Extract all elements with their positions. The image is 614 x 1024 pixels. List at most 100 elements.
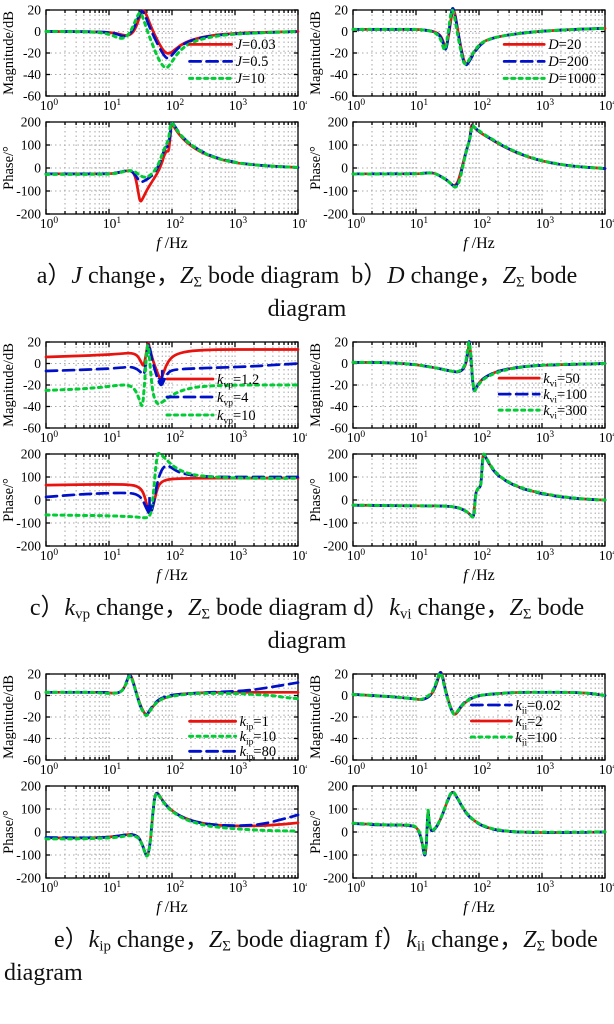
x-axis-label: f /Hz <box>463 899 495 916</box>
x-tick-label: 103 <box>536 880 555 895</box>
x-tick-label: 104 <box>599 762 614 777</box>
y-tick-label: 100 <box>21 138 42 153</box>
caption-text: ip <box>99 938 111 955</box>
x-tick-label: 100 <box>40 98 59 113</box>
tick-labels: 100 101 102 103 104 20 0 -20 -40 -60 <box>23 668 307 777</box>
x-tick-label: 102 <box>473 548 492 563</box>
caption-text: d） <box>353 595 390 621</box>
tick-labels: 100 101 102 103 104 200 100 0 -100 -200 <box>16 780 307 895</box>
y-tick-label: -40 <box>23 731 41 746</box>
x-tick-label: 101 <box>103 548 122 563</box>
y-tick-label: 100 <box>21 802 42 817</box>
caption-text: e） <box>54 927 89 953</box>
x-tick-label: 102 <box>473 430 492 445</box>
caption-text: c） <box>29 595 65 621</box>
legend-label: kii=0.02 <box>515 698 560 717</box>
series-J=10 <box>44 11 300 70</box>
x-tick-label: 100 <box>40 762 59 777</box>
y-tick-label: -60 <box>330 89 348 104</box>
series-lines <box>44 673 300 717</box>
tick-labels: 100 101 102 103 104 20 0 -20 -40 -60 <box>330 336 614 445</box>
caption-text: change， <box>404 263 503 289</box>
tick-labels: 100 101 102 103 104 200 100 0 -100 -200 <box>323 116 614 231</box>
x-tick-label: 103 <box>536 548 555 563</box>
caption-text: k <box>64 595 76 621</box>
series-kip=10 <box>44 792 300 858</box>
x-tick-label: 100 <box>347 762 366 777</box>
y-tick-label: 20 <box>335 336 349 350</box>
x-tick-label: 102 <box>166 98 185 113</box>
axes-box <box>352 9 606 97</box>
x-tick-label: 100 <box>40 430 59 445</box>
x-tick-label: 100 <box>40 880 59 895</box>
legend-label: kip=80 <box>240 744 277 763</box>
x-tick-label: 103 <box>229 762 248 777</box>
x-tick-label: 100 <box>40 216 59 231</box>
y-axis-label: Magnitude/dB <box>1 11 17 95</box>
caption-ab: a）J change，ZΣ bode diagram b）D change，ZΣ… <box>0 260 614 326</box>
caption-text: Σ <box>201 606 210 623</box>
x-tick-label: 101 <box>103 880 122 895</box>
series-kii=100 <box>351 671 607 716</box>
y-tick-label: 0 <box>341 24 348 39</box>
magnitude-plot: 100 101 102 103 104 20 0 -20 -40 -60 Magnitude/dB D… <box>308 4 614 113</box>
x-tick-label: 101 <box>410 762 429 777</box>
series-lines <box>351 452 607 519</box>
series-J=10 <box>44 121 300 179</box>
series-kvp=10 <box>44 344 300 408</box>
x-tick-label: 101 <box>410 98 429 113</box>
x-tick-label: 104 <box>292 880 307 895</box>
y-tick-label: -40 <box>330 67 348 82</box>
caption-text: vi <box>399 606 412 623</box>
series-J=0.5 <box>44 10 300 60</box>
caption-text: k <box>406 927 417 953</box>
y-tick-label: 0 <box>341 825 348 840</box>
tick-labels: 100 101 102 103 104 20 0 -20 -40 -60 <box>23 4 307 113</box>
x-tick-label: 101 <box>103 762 122 777</box>
y-axis-label: Magnitude/dB <box>308 11 324 95</box>
caption-text: J <box>71 263 82 289</box>
y-axis-label: Magnitude/dB <box>308 675 324 759</box>
y-tick-label: 200 <box>21 780 42 794</box>
caption-text: Σ <box>522 606 532 623</box>
panel-f-bode: 100101102103104200-20-40-60Magnitude/dBk… <box>307 668 614 918</box>
x-tick-label: 103 <box>536 216 555 231</box>
panel-c-bode: 100101102103104200-20-40-60Magnitude/dBk… <box>0 336 307 586</box>
magnitude-plot: 100 101 102 103 104 20 0 -20 -40 -60 Magnitude/dB k… <box>1 336 307 445</box>
y-tick-label: -20 <box>330 46 348 61</box>
caption-text: ii <box>416 938 426 955</box>
y-tick-label: 200 <box>21 116 42 130</box>
caption-text: f） <box>374 927 407 953</box>
x-axis-label: f /Hz <box>156 567 188 584</box>
x-tick-label: 104 <box>292 216 307 231</box>
y-tick-label: 20 <box>28 336 42 350</box>
caption-text: bode <box>545 927 598 953</box>
y-axis-label: Magnitude/dB <box>1 675 17 759</box>
grid <box>353 342 605 428</box>
caption-text: bode <box>524 263 578 289</box>
x-tick-label: 102 <box>166 430 185 445</box>
y-tick-label: -100 <box>16 516 41 531</box>
y-tick-label: 200 <box>328 448 349 462</box>
caption-text: vp <box>75 606 90 623</box>
x-tick-label: 104 <box>292 762 307 777</box>
caption-cd: c）kvp change，ZΣ bode diagram d）kvi chang… <box>0 592 614 658</box>
x-tick-label: 102 <box>166 880 185 895</box>
y-tick-label: -20 <box>23 710 41 725</box>
y-tick-label: 0 <box>341 688 348 703</box>
series-kvp=10 <box>44 451 300 520</box>
caption-text: Σ <box>222 938 231 955</box>
caption-text: diagram <box>4 960 83 986</box>
caption-text: Σ <box>515 274 525 291</box>
y-tick-label: -20 <box>23 46 41 61</box>
caption-text: bode diagram <box>210 595 354 621</box>
caption-text: bode diagram <box>202 263 352 289</box>
caption-text: bode <box>531 595 585 621</box>
x-tick-label: 104 <box>292 548 307 563</box>
x-tick-label: 103 <box>229 216 248 231</box>
y-tick-label: -200 <box>16 207 41 222</box>
y-tick-label: -40 <box>330 731 348 746</box>
y-tick-label: 100 <box>328 138 349 153</box>
